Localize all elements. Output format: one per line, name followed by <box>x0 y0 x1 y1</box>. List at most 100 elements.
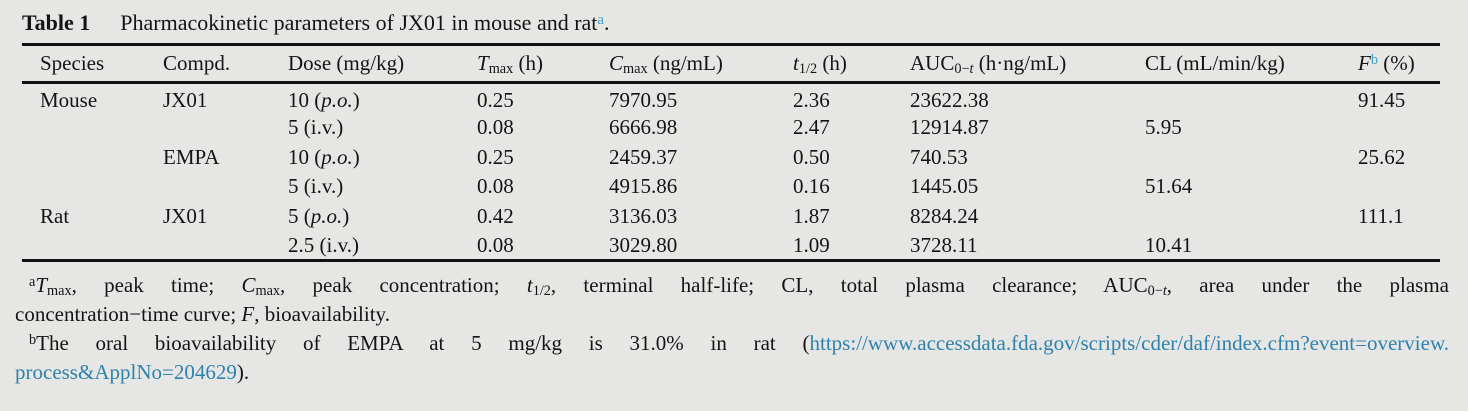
table-cell <box>163 231 288 261</box>
text-segment: 2459.37 <box>609 144 678 169</box>
text-segment: max <box>255 283 281 300</box>
text-segment: a <box>29 274 36 291</box>
table-cell: 0.50 <box>793 143 910 173</box>
table-cell <box>22 172 163 202</box>
text-segment: C <box>241 273 256 297</box>
column-header: Compd. <box>163 44 288 84</box>
text-segment: T <box>477 51 489 75</box>
text-segment: C <box>609 51 624 75</box>
text-segment: ) <box>352 88 360 112</box>
text-segment: , area under the plasma <box>1166 273 1449 297</box>
table-cell: EMPA <box>163 143 288 173</box>
table-cell <box>1145 202 1358 232</box>
text-segment: 740.53 <box>910 144 968 169</box>
text-segment: 10 ( <box>288 88 322 112</box>
table-cell: 51.64 <box>1145 172 1358 202</box>
text-segment: 0.16 <box>793 174 830 199</box>
table-cell: 2.36 <box>793 83 910 114</box>
footnote-b-line1: bThe oral bioavailability of EMPA at 5 m… <box>15 329 1449 358</box>
text-segment: 0.42 <box>477 203 514 228</box>
column-header: AUC0−t (h·ng/mL) <box>910 44 1145 84</box>
footnotes: aTmax, peak time; Cmax, peak concentrati… <box>15 271 1449 387</box>
text-segment: ) <box>352 144 360 169</box>
text-segment: , terminal half-life; CL, total plasma c… <box>550 273 1148 297</box>
text-segment: p.o. <box>321 144 353 169</box>
text-segment: b <box>1370 52 1378 69</box>
table-body: Mouse JX01 10 (p.o.) 0.25 7970.95 2.36 23622.3… <box>22 83 1440 261</box>
text-segment: 1.87 <box>793 203 830 228</box>
text-segment: b <box>29 332 37 349</box>
column-header: CL (mL/min/kg) <box>1145 44 1358 84</box>
text-segment: 5 (i.v.) <box>288 115 344 140</box>
text-segment: 25.62 <box>1358 144 1406 169</box>
header-row: Species Compd. Dose (mg/kg) Tmax (h) Cmax (n… <box>22 44 1440 84</box>
text-segment: JX01 <box>163 88 208 112</box>
table-cell: 1445.05 <box>910 172 1145 202</box>
text-segment: Dose (mg/kg) <box>288 51 405 75</box>
text-segment: 2.36 <box>793 88 830 112</box>
table-cell: 91.45 <box>1358 83 1440 114</box>
table-row: 5 (i.v.) 0.08 6666.98 2.47 12914.87 5.95 <box>22 113 1440 143</box>
text-segment: 0.08 <box>477 232 514 257</box>
table-row: 5 (i.v.) 0.08 4915.86 0.16 1445.05 51.64 <box>22 172 1440 202</box>
table-header: Species Compd. Dose (mg/kg) Tmax (h) Cmax (n… <box>22 44 1440 84</box>
footnote-b-line2: process&ApplNo=204629). <box>15 358 1449 387</box>
table-cell <box>1358 231 1440 261</box>
text-segment: 2.47 <box>793 115 830 140</box>
text-segment: 91.45 <box>1358 88 1406 112</box>
table-row: 2.5 (i.v.) 0.08 3029.80 1.09 3728.11 10.41 <box>22 231 1440 261</box>
column-header: t1/2 (h) <box>793 44 910 84</box>
table-row: EMPA 10 (p.o.) 0.25 2459.37 0.50 740.53 25.62 <box>22 143 1440 173</box>
text-segment: ). <box>236 360 250 384</box>
text-segment: , bioavailability. <box>254 302 390 326</box>
text-segment: 8284.24 <box>910 203 979 228</box>
table-cell <box>22 113 163 143</box>
text-segment: 5.95 <box>1145 115 1182 140</box>
table-row: Rat JX01 5 (p.o.) 0.42 3136.03 1.87 8284.24 111… <box>22 202 1440 232</box>
caption-period: . <box>604 10 610 35</box>
text-segment: , peak concentration; <box>280 273 527 297</box>
fda-link[interactable]: https://www.accessdata.fda.gov/scripts/c… <box>809 331 1449 355</box>
footnote-a-marker: a <box>597 11 605 28</box>
text-segment: 10.41 <box>1145 232 1193 257</box>
table-cell: 10 (p.o.) <box>288 83 477 114</box>
text-segment: 5 ( <box>288 203 311 228</box>
table-cell <box>1358 113 1440 143</box>
text-segment: JX01 <box>163 203 208 228</box>
table-cell: 740.53 <box>910 143 1145 173</box>
text-segment: 3136.03 <box>609 203 678 228</box>
table-cell: 5 (i.v.) <box>288 172 477 202</box>
fda-link[interactable]: process&ApplNo=204629 <box>15 360 237 384</box>
column-header: Species <box>22 44 163 84</box>
text-segment: CL (mL/min/kg) <box>1145 51 1285 75</box>
text-segment: 7970.95 <box>609 88 678 112</box>
table-caption: Table 1 Pharmacokinetic parameters of JX0… <box>22 9 610 40</box>
table-cell <box>1145 143 1358 173</box>
column-header: Cmax (ng/mL) <box>609 44 793 84</box>
table-cell: 0.16 <box>793 172 910 202</box>
table-cell: 2459.37 <box>609 143 793 173</box>
table-cell: 3029.80 <box>609 231 793 261</box>
text-segment: 0− <box>954 61 970 78</box>
text-segment: 1/2 <box>798 61 818 78</box>
text-segment: 0− <box>1147 283 1163 300</box>
table-cell <box>1145 83 1358 114</box>
table-cell: 2.5 (i.v.) <box>288 231 477 261</box>
table-cell: 0.08 <box>477 231 609 261</box>
table-caption-text: Pharmacokinetic parameters of JX01 in mo… <box>120 10 598 35</box>
table-cell: 1.09 <box>793 231 910 261</box>
text-segment: 0.25 <box>477 144 514 169</box>
text-segment: 3728.11 <box>910 232 978 257</box>
text-segment: max <box>488 61 514 78</box>
text-segment: 0.50 <box>793 144 830 169</box>
text-segment: AUC <box>910 51 955 75</box>
text-segment: 12914.87 <box>910 115 989 140</box>
text-segment: 10 ( <box>288 144 322 169</box>
text-segment: The oral bioavailability of EMPA at 5 mg… <box>36 331 810 355</box>
table-cell: 23622.38 <box>910 83 1145 114</box>
text-segment: Mouse <box>40 88 98 112</box>
table-cell <box>1358 172 1440 202</box>
table-cell <box>163 113 288 143</box>
footnote-a-line2: concentration−time curve; F, bioavailabi… <box>15 300 1449 329</box>
